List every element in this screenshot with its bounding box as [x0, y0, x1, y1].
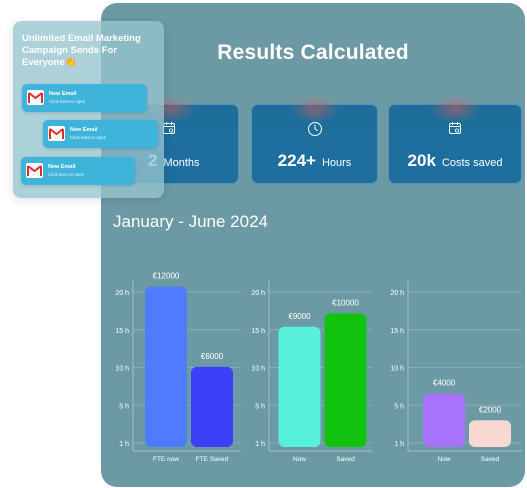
stat-value: 224+	[277, 151, 316, 170]
stat-unit: Hours	[321, 157, 352, 169]
bar	[423, 393, 465, 447]
bar-charts: 1 h 5 h 10 h 15 h 20 h €12000 FTE now €6000 FTE …	[115, 272, 522, 463]
bar	[469, 420, 511, 447]
stat-unit: Months	[163, 157, 200, 169]
gmail-icon	[48, 126, 65, 141]
bar-data-label: €4000	[433, 379, 456, 388]
x-category-label: Now	[437, 456, 450, 463]
y-tick-label: 10 h	[251, 366, 265, 373]
gmail-icon	[26, 163, 43, 178]
stat-card-hours: 224+ Hours	[251, 95, 378, 184]
y-tick-label: 5 h	[119, 403, 129, 410]
bar	[191, 366, 233, 447]
y-tick-label: 5 h	[255, 403, 265, 410]
stat-unit: Costs saved	[441, 157, 503, 169]
bar-data-label: €9000	[288, 312, 311, 321]
bar-data-label: €2000	[479, 405, 502, 414]
x-category-label: Now	[293, 456, 306, 463]
clock-icon	[307, 121, 323, 142]
email-notification[interactable]: New Email Click here to open	[21, 157, 135, 185]
x-category-label: FTE now	[153, 456, 179, 463]
y-tick-label: 1 h	[394, 441, 404, 448]
bar-data-label: €6000	[201, 352, 224, 361]
x-category-label: Saved	[481, 456, 500, 463]
y-tick-label: 15 h	[390, 328, 404, 335]
period-label: January - June 2024	[113, 212, 268, 231]
stat-card-costs: 20k Costs saved	[388, 95, 522, 184]
email-title: New Email	[48, 164, 76, 170]
bar-data-label: €12000	[153, 272, 180, 281]
x-category-label: FTE Saved	[196, 456, 229, 463]
y-tick-label: 1 h	[119, 441, 129, 448]
email-subtitle: Click here to open	[70, 135, 107, 140]
y-tick-label: 20 h	[251, 290, 265, 297]
y-tick-label: 20 h	[115, 290, 129, 297]
panel-title: Results Calculated	[217, 41, 409, 64]
bar	[324, 313, 367, 447]
y-tick-label: 5 h	[394, 403, 404, 410]
email-notification[interactable]: New Email Click here to open	[43, 120, 158, 148]
y-tick-label: 1 h	[255, 441, 265, 448]
email-subtitle: Click here to open	[48, 172, 85, 177]
email-notification[interactable]: New Email Click here to open	[22, 84, 147, 112]
gmail-icon	[27, 90, 44, 105]
y-tick-label: 10 h	[390, 366, 404, 373]
y-tick-label: 20 h	[390, 290, 404, 297]
y-tick-label: 10 h	[115, 366, 129, 373]
bar	[278, 326, 321, 447]
y-tick-label: 15 h	[115, 328, 129, 335]
email-title: New Email	[49, 91, 77, 97]
notification-title: Unlimited Email Marketing Campaign Sends…	[22, 33, 141, 68]
stat-value: 20k	[407, 151, 436, 170]
y-tick-label: 15 h	[251, 328, 265, 335]
calendar-icon	[448, 121, 462, 140]
x-category-label: Saved	[336, 456, 355, 463]
bar	[145, 286, 187, 447]
results-panel: Results Calculated 2 Months 224+ Hours 2…	[101, 3, 525, 487]
email-notification-card: Unlimited Email Marketing Campaign Sends…	[13, 21, 164, 198]
bar-data-label: €10000	[332, 298, 359, 307]
email-subtitle: Click here to open	[49, 99, 86, 104]
email-title: New Email	[70, 127, 98, 133]
